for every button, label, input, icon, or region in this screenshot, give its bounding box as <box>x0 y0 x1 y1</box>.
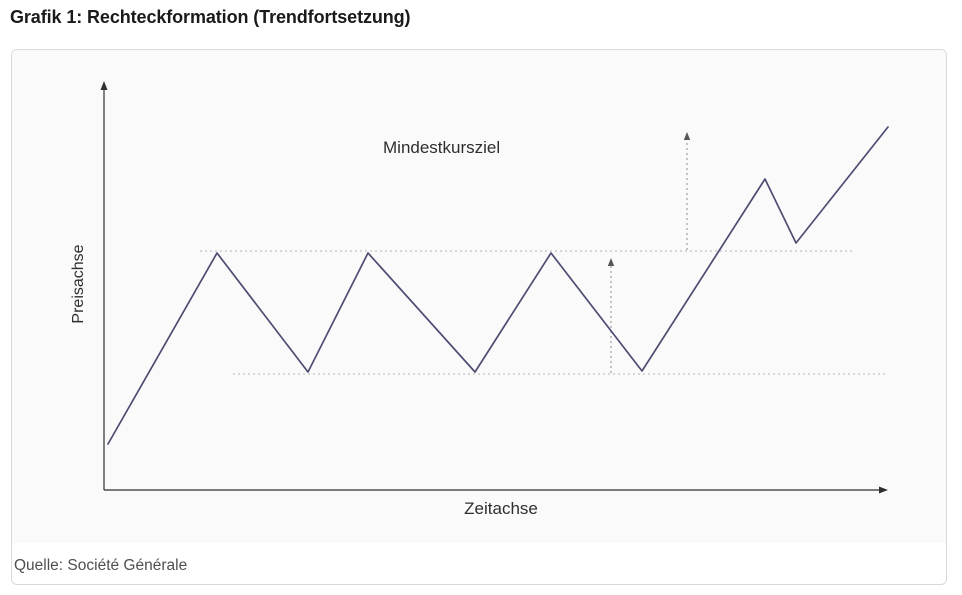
min-price-target-label: Mindestkursziel <box>383 138 501 157</box>
chart-background <box>12 50 946 543</box>
price-axis-label: Preisachse <box>70 244 87 324</box>
time-axis-label: Zeitachse <box>464 499 538 518</box>
figure-title: Grafik 1: Rechteckformation (Trendfortse… <box>10 7 411 27</box>
source-caption: Quelle: Société Générale <box>14 557 188 574</box>
